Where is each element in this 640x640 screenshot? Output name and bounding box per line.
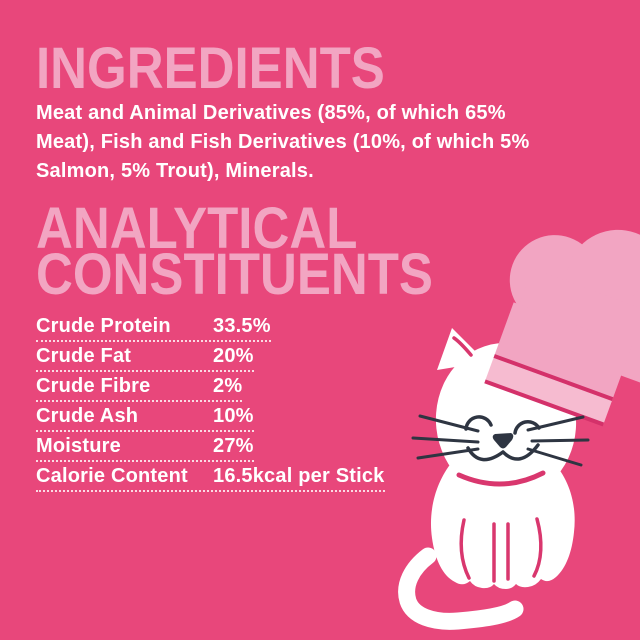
row-label: Moisture	[36, 435, 121, 457]
cat-tail	[398, 547, 524, 630]
ingredients-text: Meat and Animal Derivatives (85%, of whi…	[36, 99, 529, 186]
row-label: Crude Protein	[36, 315, 171, 337]
row-value: 27%	[213, 435, 254, 457]
analytical-heading-line1: ANALYTICAL	[36, 196, 358, 261]
chef-hat-body	[493, 302, 633, 401]
row-value: 16.5kcal per Stick	[213, 465, 385, 487]
cat-leg-line	[532, 517, 543, 578]
chef-hat-band	[485, 357, 612, 424]
table-row: Crude Protein 33.5%	[36, 315, 271, 342]
table-row: Crude Ash 10%	[36, 405, 254, 432]
cat-face	[411, 414, 590, 467]
table-row: Calorie Content 16.5kcal per Stick	[36, 465, 385, 492]
cat-eye-right	[513, 420, 541, 435]
analytical-heading-line2: CONSTITUENTS	[36, 242, 433, 307]
ingredients-text-line: Meat), Fish and Fish Derivatives (10%, o…	[36, 131, 530, 153]
cat-pink-details	[456, 470, 546, 583]
row-label: Crude Fat	[36, 345, 132, 367]
table-row: Crude Fibre 2%	[36, 375, 243, 402]
cat-leg-line	[459, 518, 471, 580]
row-label: Crude Ash	[36, 405, 139, 427]
row-value: 10%	[213, 405, 254, 427]
analytical-constituents-table: Crude Protein 33.5% Crude Fat 20% Crude …	[36, 315, 385, 495]
table-row: Crude Fat 20%	[36, 345, 254, 372]
cat-mouth	[466, 443, 540, 462]
chef-hat-band-top-line	[493, 354, 614, 401]
ingredients-heading: INGREDIENTS	[36, 36, 385, 101]
ingredients-text-line: Salmon, 5% Trout), Minerals.	[36, 160, 314, 182]
ingredients-text-line: Meat and Animal Derivatives (85%, of whi…	[36, 102, 506, 124]
cat-chef-illustration	[398, 229, 640, 630]
row-value: 2%	[213, 375, 243, 397]
chef-hat-crown	[508, 268, 640, 390]
cat-eye-left	[464, 415, 493, 431]
row-value: 20%	[213, 345, 254, 367]
chef-hat-icon	[484, 229, 640, 427]
cat-ear-inner-line	[452, 336, 473, 357]
cat-torso	[430, 440, 575, 589]
cat-nose	[492, 433, 514, 449]
row-label: Calorie Content	[36, 465, 188, 487]
row-value: 33.5%	[213, 315, 271, 337]
row-label: Crude Fibre	[36, 375, 151, 397]
cat-collar-line	[456, 470, 546, 487]
cat-whiskers	[411, 414, 590, 467]
table-row: Moisture 27%	[36, 435, 254, 462]
